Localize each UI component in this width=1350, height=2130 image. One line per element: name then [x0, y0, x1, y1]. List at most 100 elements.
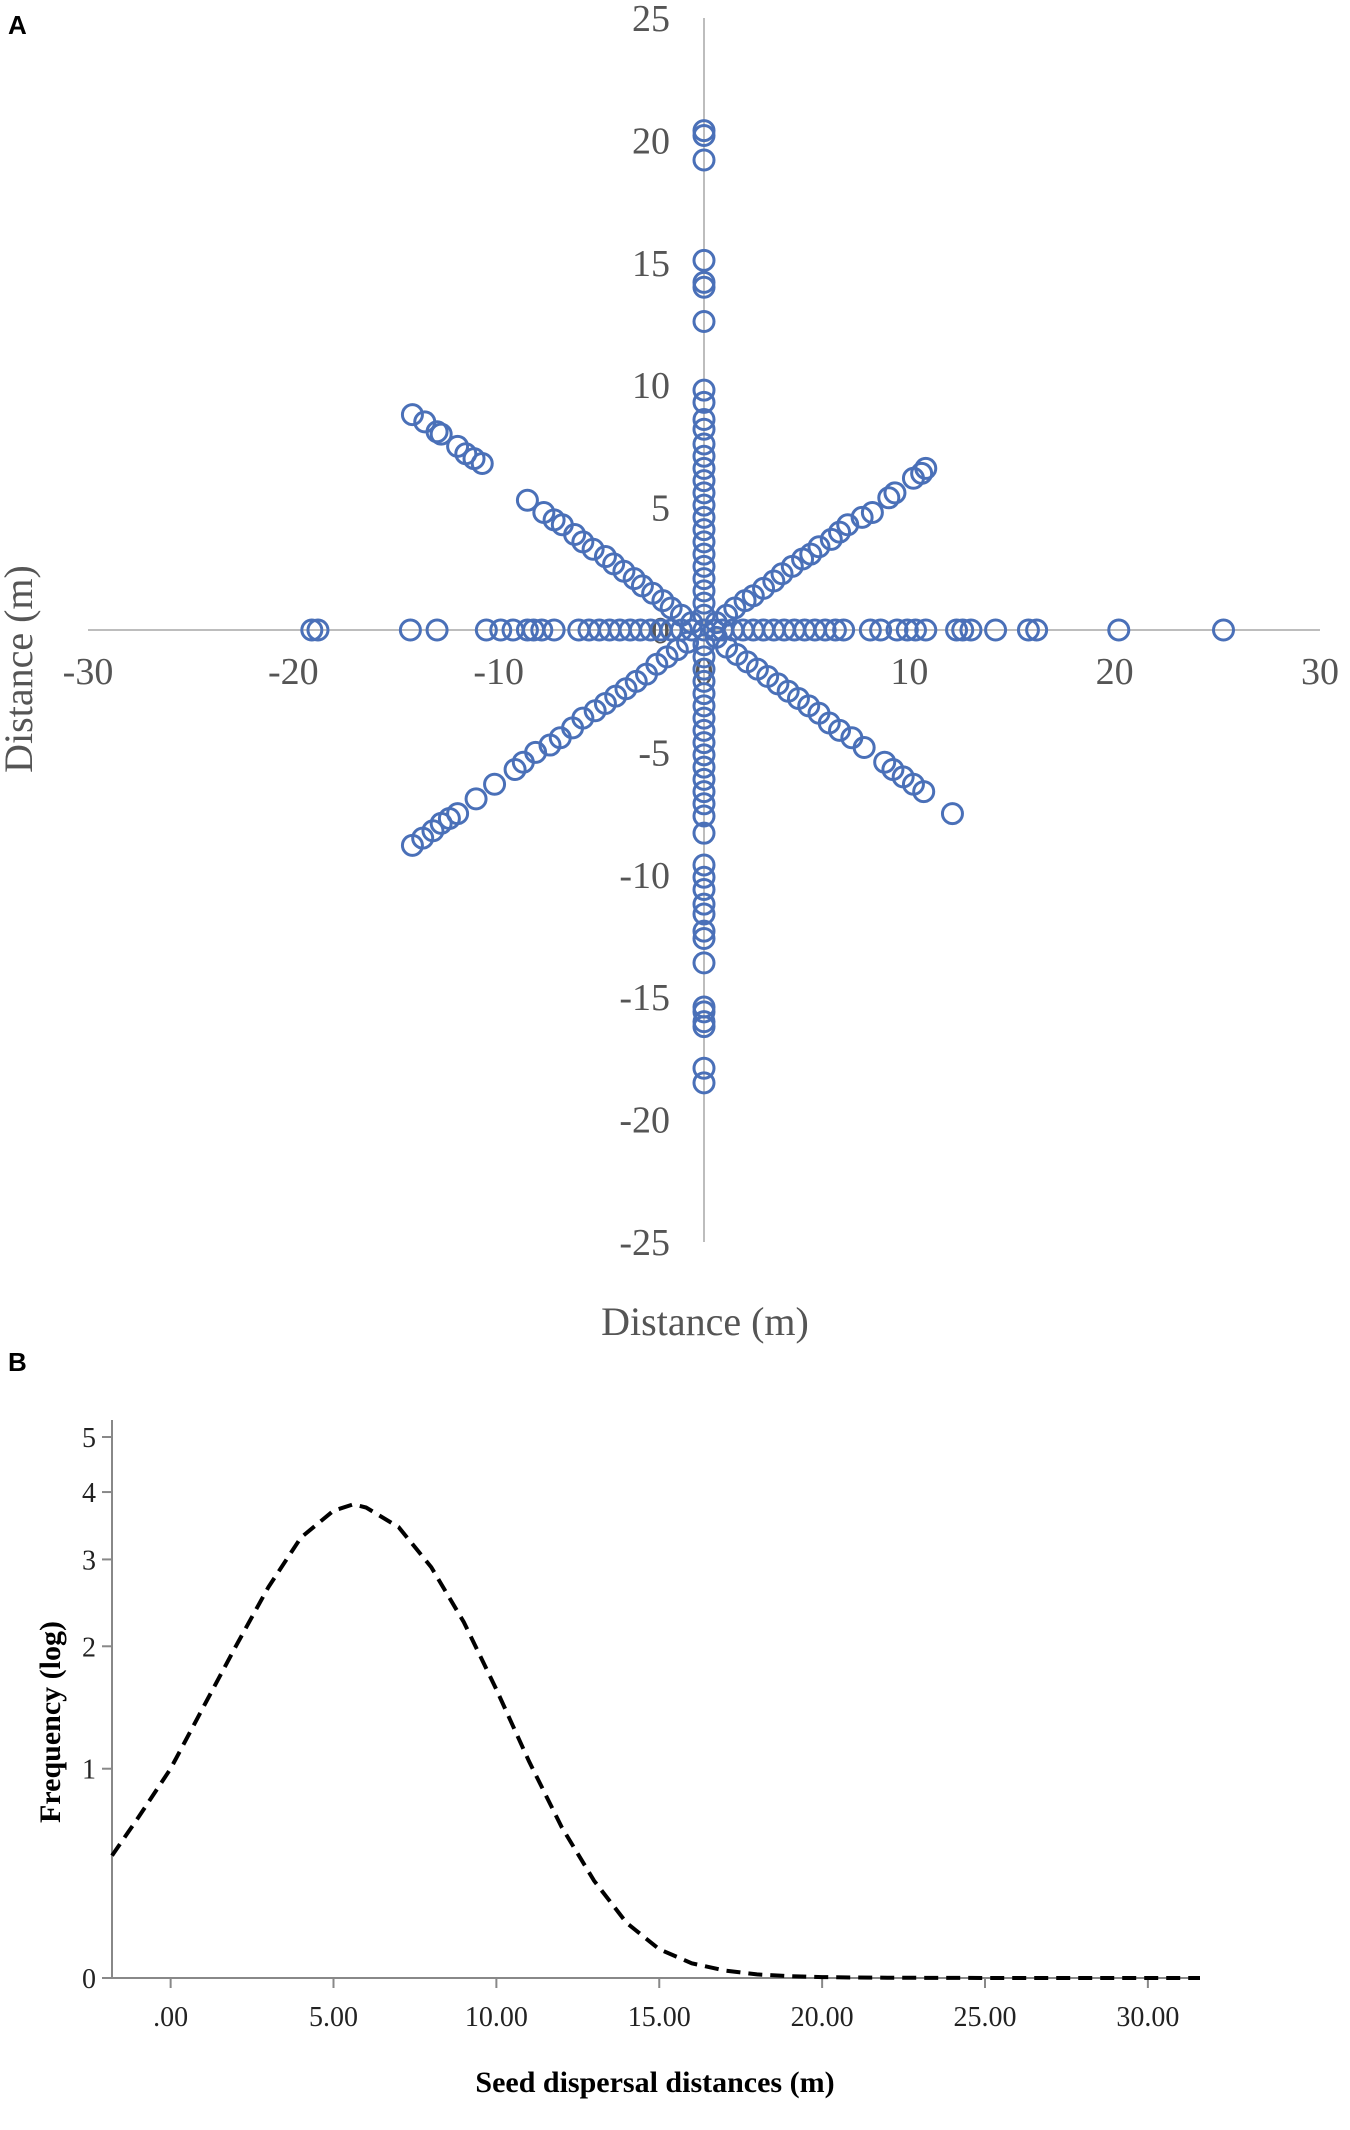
scatter-point	[692, 554, 716, 578]
x-tick-label-b: 25.00	[954, 2002, 1017, 2033]
scatter-point	[474, 618, 498, 642]
frequency-curve	[110, 1502, 1200, 1980]
scatter-point	[692, 248, 716, 272]
x-tick-label-b: 5.00	[309, 2002, 358, 2033]
scatter-point	[692, 378, 716, 402]
scatter-point	[692, 804, 716, 828]
scatter-point	[692, 579, 716, 603]
scatter-point	[425, 618, 449, 642]
scatter-point	[542, 618, 566, 642]
x-tick-label: -20	[268, 651, 319, 693]
scatter-point	[873, 750, 897, 774]
line-chart-b: .00 5.00 10.00 15.00 20.00 25.00 30.00 0 1 2 3 4 5 S…	[34, 1420, 1200, 2099]
scatter-point	[692, 755, 716, 779]
scatter-point	[692, 669, 716, 693]
scatter-point	[692, 390, 716, 414]
scatter-point	[692, 780, 716, 804]
scatter-point	[483, 772, 507, 796]
scatter-point	[692, 518, 716, 542]
scatter-point	[1107, 618, 1131, 642]
y-axis-label-b: Frequency (log)	[34, 1621, 67, 1823]
scatter-point	[692, 865, 716, 889]
scatter-point	[400, 403, 424, 427]
y-axis-label: Distance (m)	[0, 565, 41, 773]
scatter-point	[819, 527, 843, 551]
y-tick-label: -10	[619, 855, 670, 897]
line-axes	[102, 1420, 1200, 1988]
scatter-point	[692, 310, 716, 334]
scatter-point	[940, 802, 964, 826]
panel-b-letter: B	[8, 1347, 27, 1377]
y-tick-label: -5	[638, 732, 670, 774]
scatter-point	[692, 853, 716, 877]
scatter-points	[300, 119, 1235, 1095]
scatter-point	[951, 618, 975, 642]
y-tick-label: -15	[619, 977, 670, 1019]
scatter-point	[676, 630, 700, 654]
scatter-point	[901, 466, 925, 490]
scatter-point	[883, 481, 907, 505]
scatter-point	[446, 802, 470, 826]
scatter-point	[398, 618, 422, 642]
scatter-point	[692, 591, 716, 615]
scatter-point	[692, 1015, 716, 1039]
scatter-point	[429, 422, 453, 446]
x-tick-label-b: .00	[153, 2002, 188, 2033]
scatter-point	[692, 124, 716, 148]
scatter-point	[692, 694, 716, 718]
scatter-point	[710, 618, 734, 642]
scatter-point	[692, 1071, 716, 1095]
scatter-point	[692, 530, 716, 554]
x-tick-label: 20	[1096, 651, 1134, 693]
scatter-point	[692, 469, 716, 493]
scatter-point	[692, 645, 716, 669]
y-tick-label: 20	[632, 120, 670, 162]
scatter-point	[692, 456, 716, 480]
scatter-point	[832, 618, 856, 642]
scatter-point	[692, 902, 716, 926]
scatter-point	[840, 726, 864, 750]
scatter-point	[914, 618, 938, 642]
y-tick-label: 15	[632, 243, 670, 285]
scatter-point	[515, 488, 539, 512]
scatter-point	[692, 618, 716, 642]
scatter-point	[692, 1056, 716, 1080]
scatter-point	[692, 718, 716, 742]
scatter-point	[692, 706, 716, 730]
scatter-point	[692, 821, 716, 845]
scatter-point	[858, 618, 882, 642]
x-tick-label-b: 10.00	[465, 2002, 528, 2033]
scatter-point	[692, 493, 716, 517]
panel-a-letter: A	[8, 10, 27, 40]
scatter-point	[869, 618, 893, 642]
scatter-point	[692, 926, 716, 950]
x-tick-label-b: 20.00	[791, 2002, 854, 2033]
x-tick-label: -30	[63, 651, 114, 693]
scatter-point	[704, 625, 728, 649]
scatter-point	[300, 618, 324, 642]
scatter-point	[885, 618, 909, 642]
scatter-point	[692, 682, 716, 706]
scatter-point	[692, 275, 716, 299]
scatter-point	[692, 567, 716, 591]
y-tick-label-b: 4	[82, 1478, 96, 1509]
scatter-point	[1016, 618, 1040, 642]
scatter-point	[571, 706, 595, 730]
scatter-chart-a: -30 -20 -10 0 10 20 302520151050-5-10-15-20-25…	[0, 0, 1339, 1344]
y-tick-label: -20	[619, 1100, 670, 1142]
line-tick-labels: .00 5.00 10.00 15.00 20.00 25.00 30.00 0 1 2 3 4 5	[82, 1423, 1179, 2033]
scatter-point	[692, 951, 716, 975]
y-tick-label-b: 0	[82, 1964, 96, 1995]
scatter-point	[530, 618, 554, 642]
scatter-point	[704, 611, 728, 635]
scatter-point	[984, 618, 1008, 642]
scatter-point	[692, 444, 716, 468]
y-tick-label: 10	[632, 365, 670, 407]
scatter-point	[1211, 618, 1235, 642]
scatter-point	[692, 481, 716, 505]
scatter-point	[692, 432, 716, 456]
y-tick-label-b: 5	[82, 1423, 96, 1454]
x-tick-label: -10	[473, 651, 524, 693]
scatter-point	[692, 743, 716, 767]
y-tick-label: 25	[632, 0, 670, 40]
